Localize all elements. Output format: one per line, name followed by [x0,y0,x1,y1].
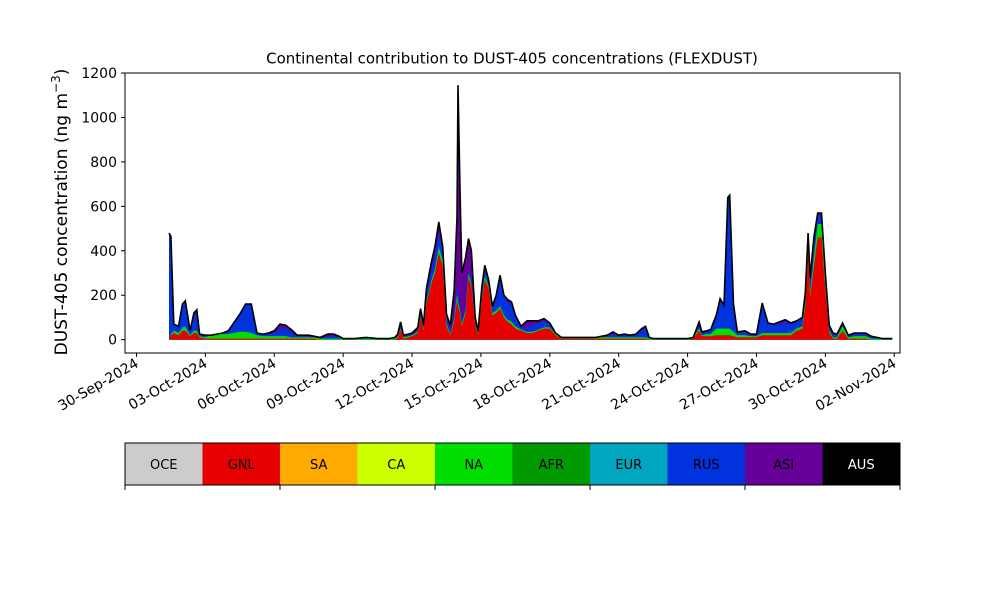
legend-label-gnl: GNL [228,458,256,473]
legend-label-na: NA [464,458,483,473]
legend-swatch-asi [745,443,823,485]
legend-label-afr: AFR [539,458,564,473]
legend-label-oce: OCE [150,458,178,473]
y-axis-label-close: ) [52,69,72,76]
legend: OCE GNL SA CA NA AFR EUR RUS ASI AUS [124,442,901,490]
legend-swatch-na [435,443,513,485]
legend-swatch-afr [512,443,590,485]
area-series-asi [169,85,893,340]
y-axis: 0 200 400 600 800 1000 1200 [81,66,125,349]
legend-swatch-sa [280,443,358,485]
legend-label-sa: SA [310,458,327,473]
legend-swatch-eur [590,443,668,485]
legend-label-eur: EUR [615,458,642,473]
y-tick-label: 600 [90,199,117,215]
y-axis-label-main: DUST-405 concentration (ng m [52,93,72,355]
legend-frame [124,442,901,486]
area-series-rus [169,196,893,340]
chart-title: Continental contribution to DUST-405 con… [266,50,758,68]
y-tick-label: 800 [90,155,117,171]
x-axis: 30-Sep-202403-Oct-202406-Oct-202409-Oct-… [56,353,899,415]
legend-swatch-aus [822,443,900,485]
y-tick-label: 1000 [81,110,117,126]
legend-swatch-ca [357,443,435,485]
y-axis-label: DUST-405 concentration (ng m−3) [49,69,72,356]
total-line [168,85,893,340]
legend-swatch-rus [667,443,745,485]
area-layers [169,85,893,340]
area-series-gnl [169,237,893,340]
y-tick-label: 0 [108,333,117,349]
legend-label-rus: RUS [693,458,720,473]
legend-swatch-gnl [202,443,280,485]
legend-label-asi: ASI [773,458,794,473]
y-tick-label: 200 [90,288,117,304]
total-outline [168,85,893,340]
legend-label-ca: CA [387,458,405,473]
legend-label-aus: AUS [848,458,875,473]
y-axis-label-exponent: −3 [49,75,63,93]
y-tick-label: 400 [90,244,117,260]
y-tick-label: 1200 [81,66,117,82]
legend-swatch-oce [125,443,203,485]
plot-frame [124,72,901,354]
